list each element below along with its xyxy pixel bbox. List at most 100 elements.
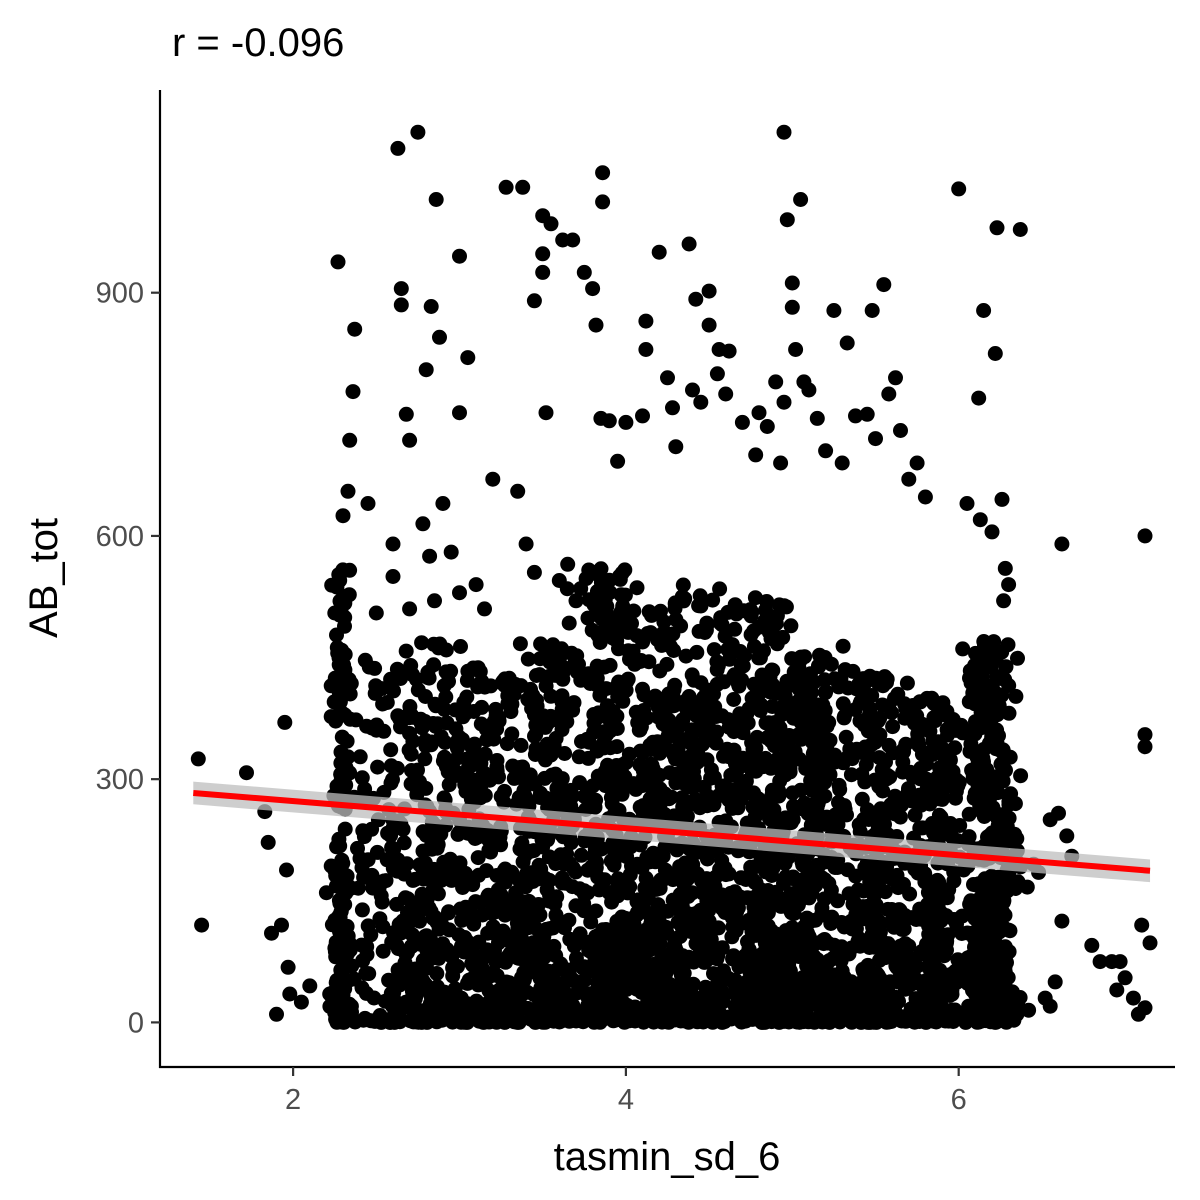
data-point	[706, 642, 722, 658]
data-point	[908, 912, 924, 927]
data-point	[410, 124, 426, 140]
data-point	[923, 793, 939, 809]
data-point	[526, 843, 542, 859]
data-point	[756, 803, 772, 819]
data-point	[917, 989, 933, 1005]
data-point	[651, 767, 667, 783]
data-point	[634, 950, 650, 966]
data-point	[679, 808, 695, 824]
data-point	[357, 1010, 373, 1026]
data-point	[800, 911, 816, 927]
data-point	[996, 893, 1012, 909]
data-point	[809, 410, 825, 426]
data-point	[843, 987, 859, 1003]
data-point	[1054, 913, 1070, 929]
data-point	[636, 1009, 652, 1025]
data-point	[1142, 935, 1158, 951]
data-point	[929, 769, 945, 785]
data-point	[438, 642, 454, 658]
data-point	[797, 706, 813, 722]
data-point	[532, 907, 548, 923]
data-point	[759, 419, 775, 434]
data-point	[925, 747, 941, 762]
data-point	[942, 816, 958, 831]
data-point	[877, 977, 893, 993]
data-point	[445, 960, 461, 976]
data-point	[712, 615, 728, 631]
data-point	[848, 408, 863, 424]
data-point	[732, 644, 748, 659]
data-point	[357, 652, 373, 668]
data-point	[959, 496, 975, 511]
data-point	[683, 924, 699, 940]
data-point	[402, 432, 418, 448]
data-point	[919, 690, 935, 706]
y-tick-label: 300	[96, 764, 144, 796]
data-point	[498, 902, 514, 918]
data-point	[597, 584, 613, 599]
data-point	[652, 709, 668, 725]
data-point	[557, 920, 572, 936]
data-point	[776, 394, 792, 410]
data-point	[543, 708, 559, 724]
data-point	[568, 898, 584, 914]
data-point	[573, 847, 589, 863]
data-point	[506, 996, 522, 1012]
data-point	[449, 869, 465, 885]
data-point	[596, 724, 612, 740]
data-point	[881, 386, 897, 402]
data-point	[897, 696, 912, 712]
data-point	[997, 939, 1013, 955]
data-point	[557, 746, 573, 761]
data-point	[926, 710, 942, 726]
data-point	[872, 809, 888, 825]
data-point	[548, 907, 564, 923]
data-point	[464, 974, 480, 990]
data-point	[1051, 805, 1066, 821]
data-point	[812, 958, 828, 974]
data-point	[477, 976, 493, 991]
data-point	[917, 489, 933, 505]
data-point	[773, 455, 789, 471]
data-point	[854, 766, 870, 782]
data-point	[492, 829, 508, 845]
data-point	[997, 560, 1013, 576]
data-point	[958, 1014, 974, 1030]
data-point	[884, 705, 899, 721]
data-point	[669, 720, 685, 736]
x-tick-label: 2	[285, 1084, 301, 1116]
data-point	[934, 791, 950, 807]
data-point	[594, 1008, 610, 1024]
data-point	[543, 216, 559, 232]
data-point	[838, 729, 854, 745]
data-point	[739, 958, 755, 974]
data-point	[518, 536, 534, 552]
data-point	[1084, 937, 1100, 953]
data-point	[560, 556, 576, 572]
data-point	[687, 912, 703, 928]
data-point	[518, 866, 534, 882]
data-point	[473, 755, 489, 771]
data-point	[332, 1014, 348, 1030]
data-point	[569, 664, 585, 680]
data-point	[657, 839, 673, 855]
data-point	[365, 879, 381, 895]
data-point	[757, 944, 773, 960]
data-point	[485, 471, 501, 487]
data-point	[984, 524, 1000, 540]
data-point	[771, 783, 787, 799]
data-point	[776, 124, 792, 140]
data-point	[674, 790, 690, 806]
data-point	[417, 855, 433, 871]
data-point	[817, 703, 833, 719]
data-point	[635, 978, 651, 994]
data-point	[559, 581, 575, 597]
data-point	[1137, 739, 1153, 755]
data-point	[527, 728, 542, 744]
data-point	[753, 882, 769, 898]
data-point	[606, 884, 621, 900]
data-point	[340, 749, 356, 765]
data-point	[264, 925, 279, 941]
data-point	[668, 775, 684, 791]
data-point	[797, 795, 812, 811]
